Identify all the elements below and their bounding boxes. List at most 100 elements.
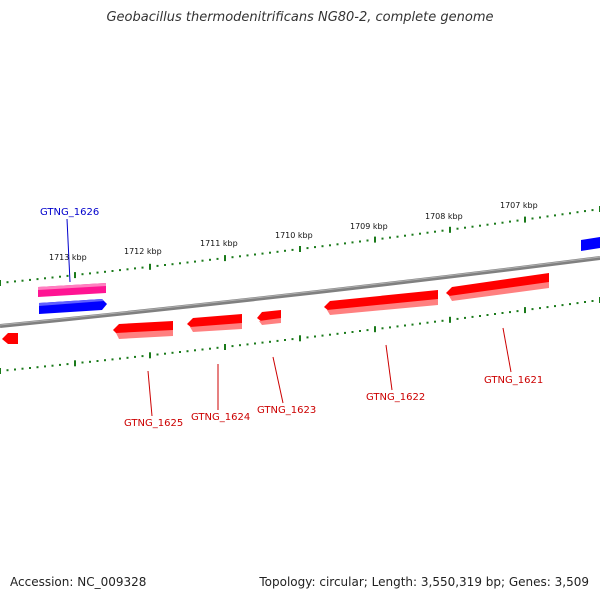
gene-label-gtng-1622[interactable]: GTNG_1622 [366, 392, 425, 403]
scale-minor-tick [96, 360, 99, 362]
scale-minor-tick [389, 326, 391, 329]
scale-minor-tick [426, 231, 429, 234]
scale-minor-tick [306, 336, 309, 339]
scale-major-tick [74, 360, 76, 367]
scale-minor-tick [509, 220, 511, 223]
tick-label-1713: 1713 kbp [49, 253, 87, 262]
scale-minor-tick [464, 226, 466, 229]
scale-major-tick [224, 255, 226, 262]
scale-minor-tick [591, 209, 594, 212]
gene-gtng-1626-partial[interactable] [2, 333, 18, 344]
scale-minor-tick [104, 359, 106, 362]
scale-minor-tick [471, 225, 474, 228]
gene-forward-blue-left[interactable] [39, 299, 107, 314]
scale-minor-tick [351, 331, 354, 333]
gene-label-gtng-1621[interactable]: GTNG_1621 [484, 375, 543, 386]
scale-minor-tick [291, 248, 294, 251]
scale-major-tick [449, 226, 451, 233]
scale-minor-tick [464, 316, 466, 319]
scale-minor-tick [411, 233, 414, 236]
scale-minor-tick [441, 229, 444, 232]
scale-minor-tick [441, 319, 444, 322]
scale-major-tick [374, 236, 376, 243]
tick-label-1709: 1709 kbp [350, 222, 388, 231]
scale-major-tick [299, 246, 301, 252]
scale-minor-tick [66, 363, 69, 366]
gene-gtng-1625-shape[interactable] [113, 321, 173, 339]
gene-rna-pink[interactable] [38, 283, 106, 297]
scale-minor-tick [276, 339, 279, 342]
tick-label-1712: 1712 kbp [124, 247, 162, 256]
scale-minor-tick [134, 267, 136, 270]
scale-major-tick [524, 216, 526, 223]
scale-minor-tick [216, 346, 219, 349]
scale-minor-tick [584, 301, 586, 303]
scale-minor-tick [336, 332, 339, 335]
scale-minor-tick [36, 366, 39, 369]
gene-label-gtng-1624[interactable]: GTNG_1624 [191, 412, 250, 423]
gene-label-gtng-1626[interactable]: GTNG_1626 [40, 207, 99, 218]
scale-minor-tick [276, 250, 279, 253]
scale-minor-tick [321, 245, 324, 248]
scale-major-tick [0, 280, 1, 286]
tick-label-1708: 1708 kbp [425, 212, 463, 221]
scale-minor-tick [239, 344, 241, 347]
tick-label-1710: 1710 kbp [275, 231, 313, 240]
scale-minor-tick [494, 222, 496, 225]
scale-minor-tick [6, 281, 9, 284]
gene-gtng-1624-shape[interactable] [187, 314, 242, 332]
scale-minor-tick [104, 270, 106, 273]
scale-minor-tick [29, 367, 31, 369]
scale-minor-tick [126, 268, 129, 271]
scale-minor-tick [419, 322, 421, 325]
scale-minor-tick [501, 312, 504, 314]
accession-text: Accession: NC_009328 [10, 575, 147, 589]
scale-minor-tick [261, 252, 264, 255]
scale-minor-tick [164, 352, 166, 355]
scale-minor-tick [456, 317, 459, 320]
scale-minor-tick [584, 210, 586, 213]
scale-minor-tick [516, 310, 519, 313]
scale-minor-tick [344, 331, 346, 334]
gene-forward-blue-right[interactable] [581, 237, 600, 251]
scale-minor-tick [486, 223, 489, 226]
scale-minor-tick [111, 270, 114, 272]
gene-gtng-1622-shape[interactable] [324, 290, 438, 315]
label-line-gtng-1623 [272, 356, 284, 404]
topology-text: Topology: circular; Length: 3,550,319 bp… [259, 575, 589, 589]
scale-minor-tick [546, 306, 549, 309]
scale-minor-tick [51, 364, 54, 367]
scale-minor-tick [66, 274, 69, 277]
scale-minor-tick [156, 264, 159, 267]
gene-gtng-1621-shape[interactable] [446, 273, 549, 301]
scale-minor-tick [344, 242, 346, 245]
scale-minor-tick [291, 338, 294, 341]
scale-major-tick [74, 272, 76, 279]
genome-title: Geobacillus thermodenitrificans NG80-2, … [106, 10, 494, 25]
scale-minor-tick [321, 334, 324, 337]
gene-label-gtng-1625[interactable]: GTNG_1625 [124, 418, 183, 429]
scale-minor-tick [434, 320, 436, 323]
scale-minor-tick [201, 348, 204, 351]
scale-minor-tick [164, 264, 166, 266]
scale-minor-tick [389, 236, 391, 239]
scale-minor-tick [329, 333, 331, 336]
scale-minor-tick [141, 266, 144, 269]
scale-minor-tick [6, 369, 9, 372]
tick-label-1711: 1711 kbp [200, 239, 238, 248]
scale-minor-tick [59, 275, 61, 278]
scale-minor-tick [36, 278, 39, 281]
scale-minor-tick [81, 361, 84, 364]
scale-minor-tick [359, 240, 361, 243]
scale-minor-tick [404, 324, 406, 327]
scale-minor-tick [434, 230, 436, 233]
label-line-gtng-1621 [502, 327, 512, 373]
gene-gtng-1623-shape[interactable] [257, 310, 281, 325]
scale-minor-tick [186, 261, 189, 264]
scale-minor-tick [14, 280, 16, 283]
scale-minor-tick [366, 329, 369, 332]
scale-minor-tick [201, 259, 204, 262]
scale-minor-tick [216, 257, 219, 260]
gene-label-gtng-1623[interactable]: GTNG_1623 [257, 405, 316, 416]
